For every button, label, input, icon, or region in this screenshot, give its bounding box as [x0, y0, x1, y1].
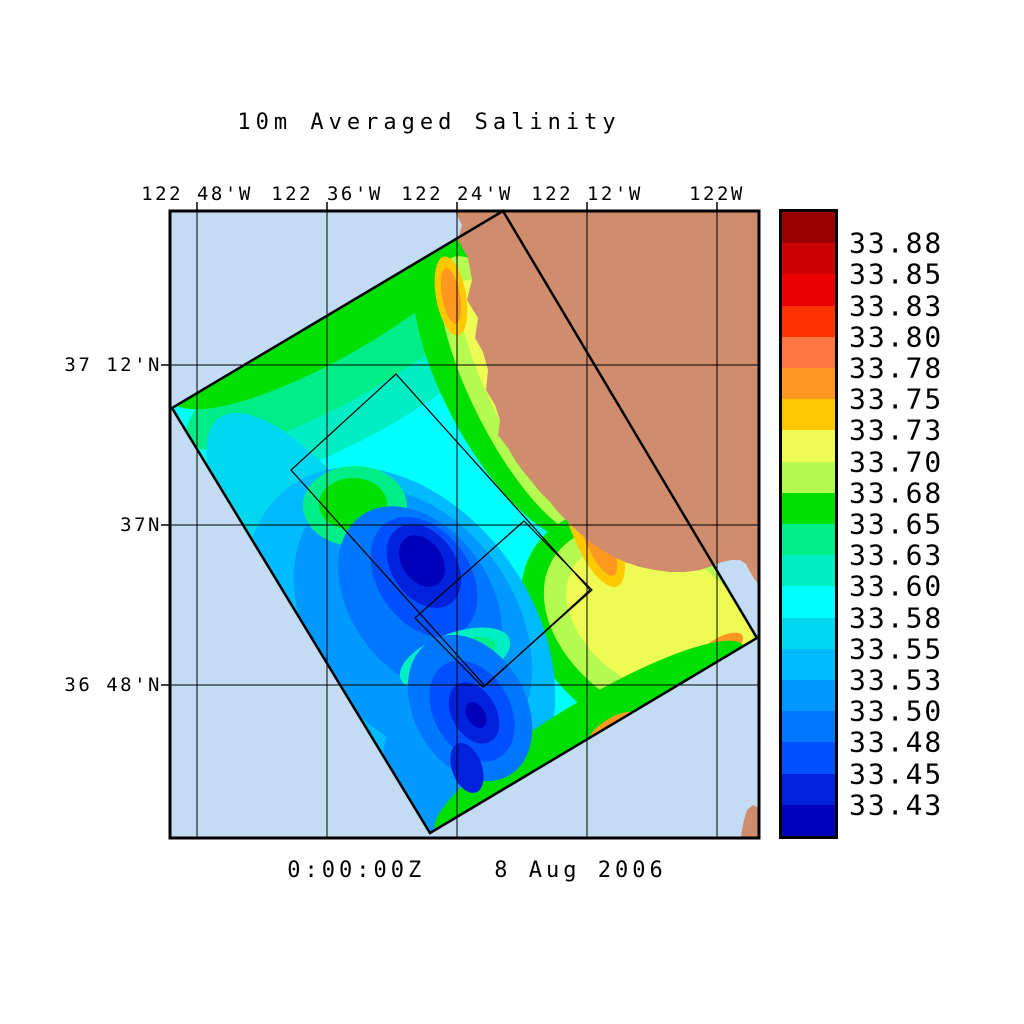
colorbar-segment: [782, 773, 835, 805]
colorbar-label: 33.85: [849, 257, 944, 291]
colorbar-segment: [782, 336, 835, 369]
colorbar-segment: [782, 461, 835, 493]
colorbar: [779, 209, 838, 839]
grid-lines: [170, 211, 759, 838]
salinity-map-plot: [161, 202, 761, 840]
colorbar-label: 33.53: [849, 663, 944, 697]
salinity-field: [172, 211, 757, 833]
colorbar-segment: [782, 492, 835, 525]
land-point-south: [741, 805, 759, 838]
time-label: 0:00:00Z 8 Aug 2006: [287, 858, 667, 883]
colorbar-segment: [782, 399, 835, 431]
colorbar-label: 33.68: [849, 476, 944, 510]
colorbar-segment: [782, 680, 835, 712]
colorbar-segment: [782, 711, 835, 743]
land-mass: [455, 211, 759, 584]
colorbar-segment: [782, 243, 835, 275]
colorbar-label: 33.58: [849, 601, 944, 635]
colorbar-label: 33.43: [849, 788, 944, 822]
colorbar-label: 33.55: [849, 632, 944, 666]
colorbar-label: 33.78: [849, 351, 944, 385]
colorbar-label: 33.48: [849, 725, 944, 759]
y-axis-label: 36 48'N: [64, 674, 162, 696]
colorbar-label: 33.50: [849, 694, 944, 728]
colorbar-segment: [782, 368, 835, 400]
colorbar-label: 33.73: [849, 413, 944, 447]
outer-model-domain-outline: [170, 209, 759, 835]
colorbar-label: 33.63: [849, 538, 944, 572]
plot-frame: [168, 209, 761, 840]
colorbar-segment: [782, 305, 835, 337]
colorbar-label: 33.75: [849, 382, 944, 416]
colorbar-segment: [782, 586, 835, 618]
colorbar-label: 33.65: [849, 507, 944, 541]
colorbar-segment: [782, 212, 835, 244]
colorbar-segment: [782, 555, 835, 587]
inner-domain-2-outline: [414, 520, 593, 688]
colorbar-segment: [782, 430, 835, 462]
colorbar-label: 33.88: [849, 226, 944, 260]
colorbar-segment: [782, 742, 835, 774]
colorbar-label: 33.60: [849, 569, 944, 603]
y-axis-label: 37 12'N: [64, 354, 162, 376]
colorbar-segment: [782, 617, 835, 649]
colorbar-segment: [782, 648, 835, 681]
colorbar-segment: [782, 524, 835, 556]
colorbar-label: 33.45: [849, 757, 944, 791]
y-axis-label: 37N: [120, 514, 162, 536]
colorbar-segment: [782, 274, 835, 306]
colorbar-segment: [782, 804, 835, 837]
plot-title: 10m Averaged Salinity: [237, 110, 621, 135]
colorbar-label: 33.83: [849, 289, 944, 323]
colorbar-label: 33.80: [849, 320, 944, 354]
colorbar-label: 33.70: [849, 445, 944, 479]
